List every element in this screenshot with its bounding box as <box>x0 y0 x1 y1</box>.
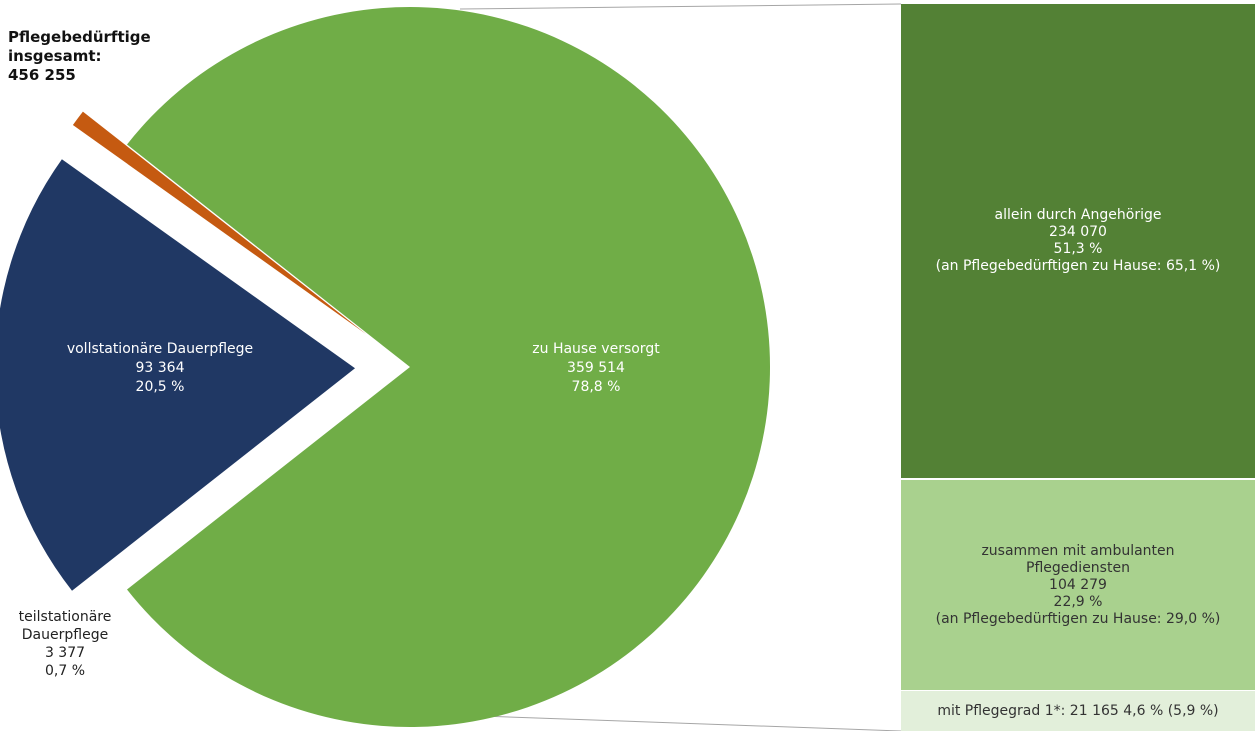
slice-partial-stationary-label-line2: Dauerpflege <box>21 627 109 643</box>
slice-full-stationary-percent: 20,5 % <box>136 379 185 395</box>
breakdown-ambulant-value: 104 279 <box>1049 576 1107 593</box>
slice-full-stationary-label: vollstationäre Dauerpflege <box>67 341 253 357</box>
slice-home-value: 359 514 <box>567 360 625 376</box>
connector-line-top <box>459 3 902 10</box>
pie-slice-partial-stationary <box>72 111 366 335</box>
breakdown-relatives-note: (an Pflegebedürftigen zu Hause: 65,1 %) <box>935 258 1221 274</box>
total-caption-line1: Pflegebedürftige <box>8 28 151 46</box>
connector-line-bottom <box>424 713 902 731</box>
slice-partial-stationary-percent: 0,7 % <box>44 663 86 679</box>
breakdown-bar-relatives: allein durch Angehörige 234 070 51,3 % (… <box>901 4 1255 478</box>
slice-partial-stationary-value: 3 377 <box>44 645 86 661</box>
breakdown-ambulant-label-line2: Pflegediensten <box>1026 559 1130 576</box>
slice-home-percent: 78,8 % <box>572 379 621 395</box>
breakdown-relatives-value: 234 070 <box>1049 224 1107 240</box>
total-caption-value: 456 255 <box>8 66 76 84</box>
breakdown-relatives-label: allein durch Angehörige <box>994 207 1162 223</box>
slice-full-stationary-value: 93 364 <box>136 360 185 376</box>
breakdown-relatives-percent: 51,3 % <box>1053 241 1103 257</box>
breakdown-ambulant-percent: 22,9 % <box>1053 593 1103 610</box>
slice-home-label: zu Hause versorgt <box>532 341 660 357</box>
pie-slice-home <box>127 6 771 727</box>
slice-partial-stationary-caption: teilstationäre Dauerpflege 3 377 0,7 % <box>10 608 120 680</box>
pie-slice-full-stationary <box>0 159 356 591</box>
breakdown-bar-ambulant: zusammen mit ambulanten Pflegediensten 1… <box>901 480 1255 690</box>
total-caption: Pflegebedürftige insgesamt: 456 255 <box>8 28 151 85</box>
slice-partial-stationary-label-line1: teilstationäre <box>18 609 112 625</box>
breakdown-grade1-text: mit Pflegegrad 1*: 21 165 4,6 % (5,9 %) <box>937 702 1219 719</box>
breakdown-ambulant-note: (an Pflegebedürftigen zu Hause: 29,0 %) <box>935 610 1221 627</box>
breakdown-ambulant-label-line1: zusammen mit ambulanten <box>981 542 1175 559</box>
breakdown-bar-grade1: mit Pflegegrad 1*: 21 165 4,6 % (5,9 %) <box>901 691 1255 731</box>
total-caption-line2: insgesamt: <box>8 47 102 65</box>
